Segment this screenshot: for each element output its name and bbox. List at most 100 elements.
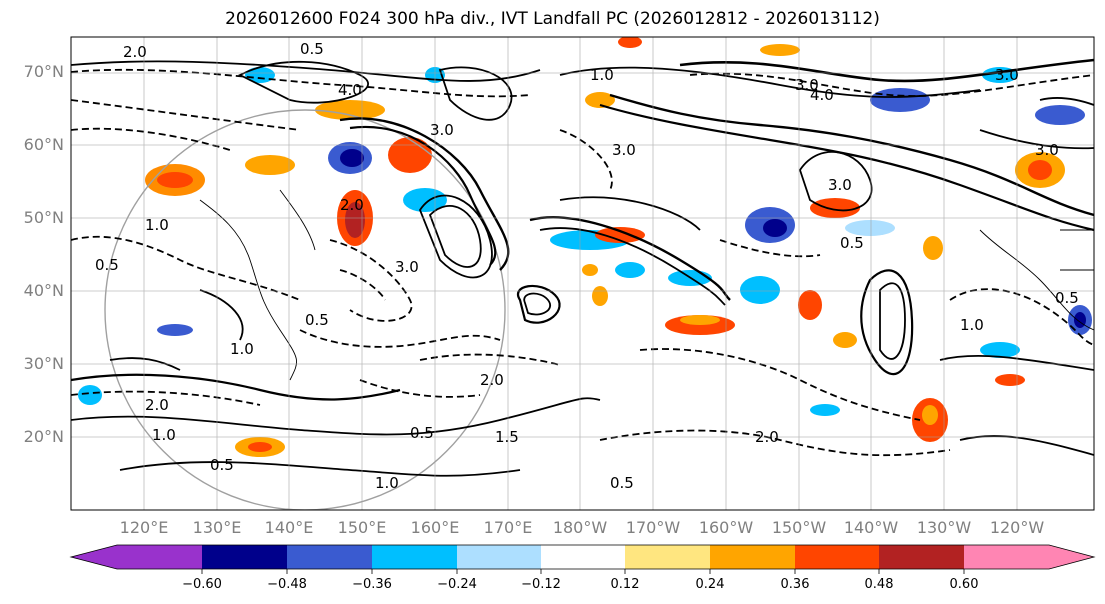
shade-cyan <box>810 404 840 416</box>
colorbar-outline <box>69 544 1096 570</box>
coastlines <box>199 189 1094 381</box>
contour-label: 2.0 <box>480 371 504 389</box>
shade-lightblue <box>845 220 895 236</box>
contour-dashed <box>559 129 613 191</box>
contour-label: 4.0 <box>338 81 362 99</box>
lat-label: 40°N <box>23 281 64 300</box>
shade-orange <box>922 405 938 425</box>
shade-cyan <box>78 385 102 405</box>
contour-label: 2.0 <box>145 396 169 414</box>
shade-navy <box>763 219 787 237</box>
colorbar-ticks <box>201 569 965 574</box>
contour-solid <box>109 357 181 371</box>
shade-red <box>810 198 860 218</box>
contour-label: 2.0 <box>340 196 364 214</box>
contour-solid <box>879 282 906 360</box>
shade-cyan <box>980 342 1020 358</box>
colorbar-segment <box>287 545 372 569</box>
contour-dashed <box>689 72 1094 97</box>
contour-label: 0.5 <box>95 256 119 274</box>
colorbar-tick-label: 0.36 <box>780 577 810 592</box>
div-contours <box>71 58 1094 477</box>
coastline <box>1060 229 1094 271</box>
contour-dashed <box>339 269 386 301</box>
contour-solid <box>349 125 497 266</box>
lon-label: 120°E <box>119 518 169 537</box>
contour-solid <box>679 58 1094 83</box>
colorbar-segment <box>117 545 202 569</box>
lat-lon-grid <box>71 37 1094 510</box>
colorbar-segment <box>457 545 541 569</box>
map-title: 2026012600 F024 300 hPa div., IVT Landfa… <box>225 9 880 29</box>
contour-label: 1.0 <box>230 340 254 358</box>
shade-darkred <box>345 202 365 238</box>
shade-cyan <box>740 276 780 304</box>
shade-blue <box>1035 105 1085 125</box>
shade-orange <box>833 332 857 348</box>
contour-solid <box>199 289 244 341</box>
contour-solid <box>559 196 701 231</box>
contour-dashed <box>299 329 501 348</box>
contour-dashed <box>599 429 951 457</box>
colorbar-tick-label: 0.12 <box>610 577 640 592</box>
colorbar-tick-label: 0.48 <box>864 577 894 592</box>
colorbar-tick-label: −0.48 <box>267 577 307 592</box>
shade-red <box>157 172 193 188</box>
contour-label: 0.5 <box>305 311 329 329</box>
contour-label: 1.0 <box>960 316 984 334</box>
lon-label: 140°W <box>843 518 899 537</box>
colorbar-segment <box>964 545 1049 569</box>
contour-solid <box>71 373 401 401</box>
colorbar-segment <box>202 545 287 569</box>
colorbar-tick-label: −0.36 <box>352 577 392 592</box>
contour-label: 1.5 <box>495 428 519 446</box>
lon-label: 180°W <box>552 518 608 537</box>
colorbar-segment <box>625 545 710 569</box>
lon-label: 170°E <box>483 518 533 537</box>
shade-navy <box>340 149 364 167</box>
contour-solid <box>1039 97 1094 106</box>
colorbar-segment <box>372 545 457 569</box>
colorbar-tick-label: 0.24 <box>695 577 725 592</box>
shade-red <box>1028 160 1052 180</box>
contour-label: 3.0 <box>795 76 819 94</box>
contour-solid <box>119 461 521 477</box>
contour-label: 3.0 <box>995 66 1019 84</box>
contour-dashed <box>359 379 481 398</box>
contour-solid <box>523 292 551 316</box>
colorbar <box>69 544 1096 574</box>
lat-label: 70°N <box>23 62 64 81</box>
shade-navy <box>1074 312 1086 328</box>
shade-blue <box>157 324 193 336</box>
contour-label: 1.0 <box>375 474 399 492</box>
colorbar-tick-label: −0.60 <box>182 577 222 592</box>
colorbar-tick-label: −0.12 <box>521 577 561 592</box>
shade-orange <box>245 155 295 175</box>
contour-dashed <box>71 127 231 151</box>
shade-orange <box>582 264 598 276</box>
shade-orange <box>760 44 800 56</box>
lon-label: 170°W <box>625 518 681 537</box>
shade-red <box>618 37 642 48</box>
contour-solid <box>609 93 1094 217</box>
colorbar-segment <box>710 545 795 569</box>
contour-dashed <box>71 99 301 131</box>
contour-solid <box>71 397 601 436</box>
colorbar-extend-low <box>71 545 117 569</box>
shade-red <box>248 442 272 452</box>
contour-label: 1.0 <box>152 426 176 444</box>
contour-label: 0.5 <box>210 456 234 474</box>
lon-label: 140°E <box>264 518 314 537</box>
contour-label: 2.0 <box>123 43 147 61</box>
lat-label: 30°N <box>23 354 64 373</box>
map-background <box>71 37 1094 510</box>
contour-solid <box>539 227 726 306</box>
shade-red <box>798 290 822 320</box>
lon-label: 160°W <box>698 518 754 537</box>
contour-solid <box>979 129 1094 150</box>
shade-red <box>995 374 1025 386</box>
shade-red <box>388 137 432 173</box>
shade-cyan <box>403 188 447 212</box>
shade-cyan <box>615 262 645 278</box>
map-frame <box>70 36 1095 511</box>
